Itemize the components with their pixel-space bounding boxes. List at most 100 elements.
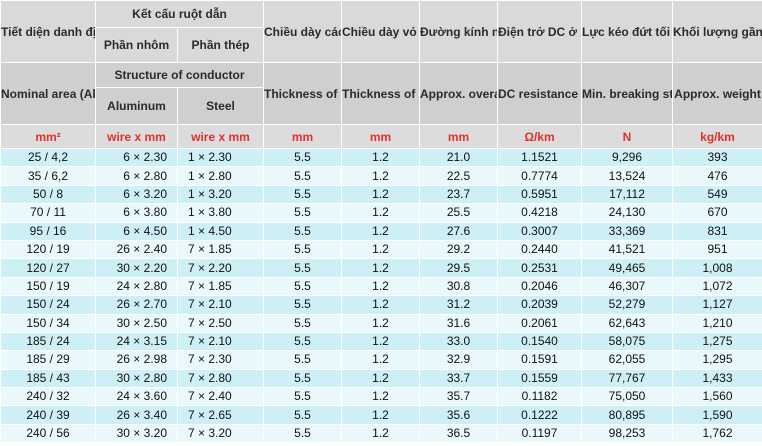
sheath-cell: 1.2: [341, 331, 420, 352]
header-en-insulation: Thickness of insulation: [263, 62, 342, 125]
insulation-cell: 5.5: [263, 276, 342, 297]
diameter-cell: 35.6: [419, 405, 498, 425]
resistance-cell: 0.2440: [497, 239, 582, 260]
aluminum-wire-cell: 24 × 2.80: [95, 276, 178, 297]
steel-wire-cell: 7 × 2.20: [177, 258, 264, 278]
header-vi-aluminum: Phần nhôm: [95, 27, 178, 63]
header-en-sheath: Thickness of outer sheath: [341, 62, 420, 125]
weight-cell: 1,008: [672, 258, 762, 278]
aluminum-wire-cell: 24 × 3.15: [95, 331, 178, 352]
diameter-cell: 33.0: [419, 331, 498, 352]
unit-weight: kg/km: [672, 124, 762, 149]
diameter-cell: 32.9: [419, 350, 498, 370]
area-cell: 185 / 43: [0, 368, 96, 389]
header-vi-weight: Khối lượng gần đúng: [672, 0, 762, 63]
steel-wire-cell: 7 × 3.20: [177, 423, 264, 444]
table-row: 150 / 34 30 × 2.50 7 × 2.50 5.5 1.2 31.6 0.206…: [0, 313, 762, 333]
diameter-cell: 29.2: [419, 239, 498, 260]
steel-wire-cell: 7 × 2.30: [177, 350, 264, 370]
sheath-cell: 1.2: [341, 295, 420, 315]
weight-cell: 476: [672, 166, 762, 186]
sheath-cell: 1.2: [341, 221, 420, 241]
steel-wire-cell: 1 × 3.20: [177, 184, 264, 205]
header-vi-resistance: Điện trở DC ở 20°C: [497, 0, 582, 63]
resistance-cell: 0.2531: [497, 258, 582, 278]
area-cell: 50 / 8: [0, 184, 96, 205]
insulation-cell: 5.5: [263, 221, 342, 241]
area-cell: 95 / 16: [0, 221, 96, 241]
header-en-weight: Approx. weight: [672, 62, 762, 125]
diameter-cell: 22.5: [419, 166, 498, 186]
strength-cell: 49,465: [581, 258, 673, 278]
sheath-cell: 1.2: [341, 147, 420, 168]
insulation-cell: 5.5: [263, 368, 342, 389]
unit-sheath: mm: [341, 124, 420, 149]
insulation-cell: 5.5: [263, 331, 342, 352]
steel-wire-cell: 7 × 2.65: [177, 405, 264, 425]
steel-wire-cell: 7 × 2.50: [177, 313, 264, 333]
sheath-cell: 1.2: [341, 387, 420, 407]
weight-cell: 1,560: [672, 387, 762, 407]
aluminum-wire-cell: 26 × 2.70: [95, 295, 178, 315]
weight-cell: 1,127: [672, 295, 762, 315]
sheath-cell: 1.2: [341, 423, 420, 444]
strength-cell: 17,112: [581, 184, 673, 205]
table-row: 25 / 4,2 6 × 2.30 1 × 2.30 5.5 1.2 21.0 1.1521…: [0, 147, 762, 168]
weight-cell: 1,210: [672, 313, 762, 333]
strength-cell: 62,055: [581, 350, 673, 370]
area-cell: 150 / 24: [0, 295, 96, 315]
sheath-cell: 1.2: [341, 166, 420, 186]
steel-wire-cell: 7 × 2.10: [177, 331, 264, 352]
header-en-steel: Steel: [177, 87, 264, 125]
diameter-cell: 33.7: [419, 368, 498, 389]
diameter-cell: 29.5: [419, 258, 498, 278]
strength-cell: 33,369: [581, 221, 673, 241]
strength-cell: 46,307: [581, 276, 673, 297]
header-en-nominal-area: Nominal area (Al./ St.): [0, 62, 96, 125]
strength-cell: 75,050: [581, 387, 673, 407]
diameter-cell: 31.6: [419, 313, 498, 333]
unit-steel: wire x mm: [177, 124, 264, 149]
header-vi-structure: Kết cấu ruột dẫn: [95, 0, 264, 28]
weight-cell: 1,072: [672, 276, 762, 297]
table-body: 25 / 4,2 6 × 2.30 1 × 2.30 5.5 1.2 21.0 1.1521…: [0, 147, 762, 444]
aluminum-wire-cell: 6 × 4.50: [95, 221, 178, 241]
diameter-cell: 30.8: [419, 276, 498, 297]
area-cell: 120 / 19: [0, 239, 96, 260]
strength-cell: 9,296: [581, 147, 673, 168]
weight-cell: 1,762: [672, 423, 762, 444]
sheath-cell: 1.2: [341, 203, 420, 223]
aluminum-wire-cell: 6 × 2.80: [95, 166, 178, 186]
table-row: 185 / 24 24 × 3.15 7 × 2.10 5.5 1.2 33.0 0.154…: [0, 331, 762, 352]
area-cell: 185 / 29: [0, 350, 96, 370]
insulation-cell: 5.5: [263, 258, 342, 278]
insulation-cell: 5.5: [263, 239, 342, 260]
weight-cell: 393: [672, 147, 762, 168]
table-row: 240 / 56 30 × 3.20 7 × 3.20 5.5 1.2 36.5 0.119…: [0, 423, 762, 444]
sheath-cell: 1.2: [341, 350, 420, 370]
insulation-cell: 5.5: [263, 166, 342, 186]
area-cell: 120 / 27: [0, 258, 96, 278]
insulation-cell: 5.5: [263, 313, 342, 333]
resistance-cell: 0.2039: [497, 295, 582, 315]
strength-cell: 77,767: [581, 368, 673, 389]
resistance-cell: 0.2046: [497, 276, 582, 297]
sheath-cell: 1.2: [341, 313, 420, 333]
unit-strength: N: [581, 124, 673, 149]
steel-wire-cell: 7 × 2.80: [177, 368, 264, 389]
weight-cell: 549: [672, 184, 762, 205]
steel-wire-cell: 1 × 3.80: [177, 203, 264, 223]
strength-cell: 13,524: [581, 166, 673, 186]
steel-wire-cell: 1 × 4.50: [177, 221, 264, 241]
resistance-cell: 1.1521: [497, 147, 582, 168]
header-en-structure: Structure of conductor: [95, 62, 264, 88]
header-en-diameter: Approx. overall diameter: [419, 62, 498, 125]
weight-cell: 1,590: [672, 405, 762, 425]
aluminum-wire-cell: 26 × 2.40: [95, 239, 178, 260]
strength-cell: 98,253: [581, 423, 673, 444]
table-row: 120 / 19 26 × 2.40 7 × 1.85 5.5 1.2 29.2 0.244…: [0, 239, 762, 260]
strength-cell: 80,895: [581, 405, 673, 425]
table-row: 185 / 29 26 × 2.98 7 × 2.30 5.5 1.2 32.9 0.159…: [0, 350, 762, 370]
